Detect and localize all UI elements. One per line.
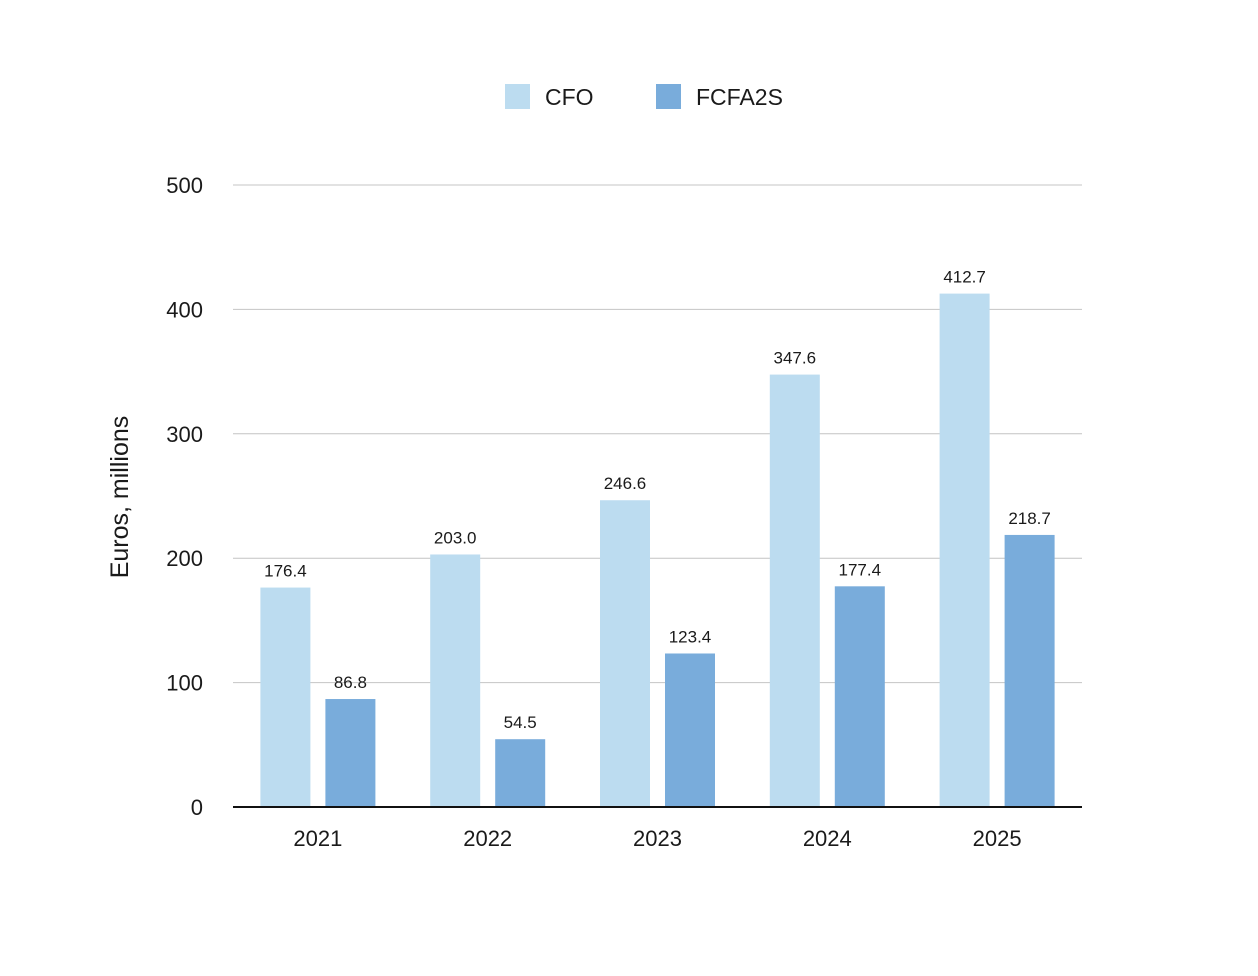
data-label: 218.7 [1008,509,1051,528]
bar-fcfa2s-2023 [665,653,715,807]
legend-swatch-fcfa2s [656,84,681,109]
legend-label-fcfa2s: FCFA2S [696,84,783,110]
data-labels: 176.4 86.8 203.0 54.5 246.6 123.4 347.6 177.4 41… [264,268,1051,733]
y-axis-label: Euros, millions [106,416,134,579]
y-tick-label: 300 [166,422,203,447]
data-label: 86.8 [334,673,367,692]
bars [260,293,1055,807]
x-axis-ticks: 2021 2022 2023 2024 2025 [293,826,1021,851]
y-tick-label: 200 [166,546,203,571]
legend: CFO FCFA2S [505,84,783,110]
data-label: 177.4 [839,560,882,579]
data-label: 54.5 [504,713,537,732]
y-axis-ticks: 0 100 200 300 400 500 [166,173,203,820]
bar-cfo-2025 [939,293,990,807]
y-tick-label: 100 [166,671,203,696]
y-tick-label: 500 [166,173,203,198]
bar-cfo-2024 [769,374,820,807]
data-label: 246.6 [604,474,647,493]
x-tick-label: 2025 [973,826,1022,851]
data-label: 347.6 [774,349,817,368]
legend-label-cfo: CFO [545,84,594,110]
bar-fcfa2s-2021 [325,699,376,807]
data-label: 412.7 [943,268,986,287]
y-tick-label: 400 [166,297,203,322]
bar-fcfa2s-2024 [834,586,885,807]
bar-fcfa2s-2022 [495,739,546,807]
data-label: 123.4 [669,627,712,646]
bar-cfo-2022 [430,554,481,807]
data-label: 176.4 [264,562,307,581]
x-tick-label: 2021 [293,826,342,851]
bar-fcfa2s-2025 [1004,534,1055,807]
y-tick-label: 0 [191,795,203,820]
bar-cfo-2023 [600,500,650,807]
legend-swatch-cfo [505,84,530,109]
x-tick-label: 2022 [463,826,512,851]
bar-cfo-2021 [260,587,311,807]
x-tick-label: 2023 [633,826,682,851]
x-tick-label: 2024 [803,826,852,851]
data-label: 203.0 [434,528,477,547]
